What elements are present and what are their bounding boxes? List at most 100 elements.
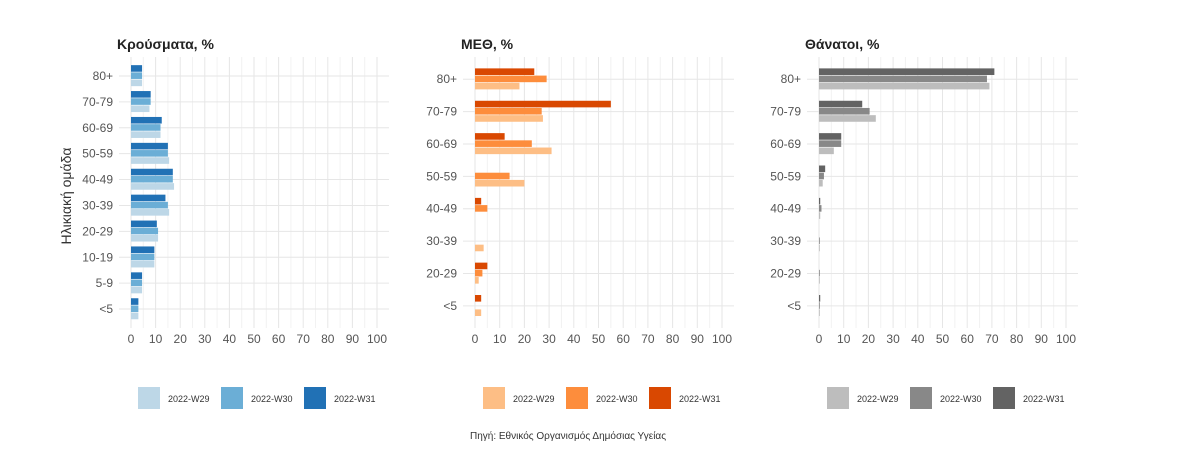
chart-panel-3: Θάνατοι, % 80+ 70-79 60-69 50-59 40-49 30-39 20…: [770, 36, 1078, 409]
chart-panel-2: ΜΕΘ, % 80+ 70-79 60-69 50-59 40-49 30-39 20-29 <…: [426, 36, 734, 409]
x-tick-label: 20: [862, 332, 876, 346]
legend-label: 2022-W31: [679, 394, 721, 404]
legend-swatch: [304, 387, 326, 409]
bar-2022-W30-5-9: [131, 279, 143, 287]
x-tick-label: 20: [518, 332, 532, 346]
bar-2022-W29-<5: [819, 309, 820, 317]
bar-2022-W29-70-79: [475, 115, 543, 122]
bar-2022-W29-80+: [475, 82, 520, 90]
bar-2022-W31-80+: [131, 65, 143, 72]
bar-2022-W29-10-19: [131, 260, 155, 268]
x-tick-label: 80: [666, 332, 680, 346]
bar-2022-W29-60-69: [475, 147, 552, 155]
y-tick-label: 50-59: [770, 169, 801, 183]
legend-swatch: [827, 387, 849, 409]
bar-2022-W31-80+: [475, 68, 535, 75]
bar-2022-W29-50-59: [131, 157, 170, 164]
chart-panel-1: Κρούσματα, % 80+ 70-79 60-69 50-59 40-49 30-39…: [82, 36, 389, 409]
bar-2022-W30-70-79: [131, 98, 151, 105]
legend-swatch: [483, 387, 505, 409]
bar-2022-W30-<5: [131, 305, 139, 313]
x-tick-label: 30: [198, 332, 212, 346]
bar-2022-W31-60-69: [131, 116, 162, 124]
bar-2022-W30-50-59: [475, 172, 510, 180]
bar-2022-W30-20-29: [475, 269, 483, 277]
legend-label: 2022-W31: [334, 394, 376, 404]
y-tick-label: 70-79: [82, 95, 113, 109]
bar-2022-W29-40-49: [819, 212, 821, 219]
x-tick-label: 50: [247, 332, 261, 346]
panel-title: Θάνατοι, %: [805, 36, 880, 52]
y-tick-label: 20-29: [82, 224, 113, 238]
y-tick-label: 20-29: [426, 266, 457, 280]
bar-2022-W29-30-39: [131, 209, 170, 216]
y-tick-label: 30-39: [426, 234, 457, 248]
bar-2022-W30-10-19: [131, 253, 155, 261]
legend-swatch: [138, 387, 160, 409]
legend-swatch: [993, 387, 1015, 409]
y-tick-label: 10-19: [82, 250, 113, 264]
legend-label: 2022-W29: [857, 394, 899, 404]
legend-label: 2022-W29: [168, 394, 210, 404]
bar-2022-W29-50-59: [475, 179, 525, 187]
x-tick-label: 0: [472, 332, 479, 346]
y-tick-label: 40-49: [426, 202, 457, 216]
bar-2022-W30-60-69: [819, 140, 842, 147]
x-tick-label: 30: [886, 332, 900, 346]
y-tick-label: 30-39: [82, 198, 113, 212]
bar-2022-W31-40-49: [819, 197, 821, 205]
bar-2022-W31-20-29: [475, 262, 488, 270]
bar-2022-W29-80+: [131, 79, 143, 87]
x-tick-label: 10: [149, 332, 163, 346]
x-tick-label: 100: [1056, 332, 1076, 346]
bar-2022-W30-50-59: [819, 172, 824, 180]
x-tick-label: 20: [174, 332, 188, 346]
bar-2022-W30-40-49: [131, 175, 173, 183]
y-tick-label: 40-49: [82, 173, 113, 187]
x-tick-label: 10: [493, 332, 507, 346]
legend: 2022-W29 2022-W30 2022-W31: [827, 387, 1065, 409]
bar-2022-W30-40-49: [475, 205, 488, 212]
y-tick-label: 60-69: [82, 121, 113, 135]
legend-swatch: [910, 387, 932, 409]
bar-2022-W31-70-79: [475, 100, 611, 108]
bar-2022-W30-50-59: [131, 150, 168, 157]
bar-2022-W30-60-69: [131, 124, 161, 131]
x-tick-label: 40: [223, 332, 237, 346]
bar-2022-W30-30-39: [819, 237, 820, 245]
bar-2022-W31-50-59: [131, 142, 168, 150]
legend-label: 2022-W30: [596, 394, 638, 404]
legend-label: 2022-W29: [513, 394, 555, 404]
legend: 2022-W29 2022-W30 2022-W31: [138, 387, 376, 409]
bar-2022-W31-70-79: [131, 91, 151, 98]
x-tick-label: 70: [297, 332, 311, 346]
y-tick-label: 30-39: [770, 234, 801, 248]
legend-label: 2022-W30: [940, 394, 982, 404]
bar-2022-W29-70-79: [819, 115, 876, 122]
x-tick-label: 60: [961, 332, 975, 346]
y-tick-label: 5-9: [96, 276, 114, 290]
bar-2022-W31-70-79: [819, 100, 863, 108]
x-tick-label: 70: [641, 332, 655, 346]
bar-2022-W31-80+: [819, 68, 995, 75]
y-tick-label: <5: [443, 299, 457, 313]
x-tick-label: 40: [567, 332, 581, 346]
bar-2022-W29-80+: [819, 82, 990, 90]
bar-2022-W30-80+: [131, 72, 143, 79]
x-tick-label: 100: [712, 332, 732, 346]
x-tick-label: 80: [1010, 332, 1024, 346]
x-tick-label: 90: [1035, 332, 1049, 346]
legend-swatch: [649, 387, 671, 409]
bar-2022-W29-70-79: [131, 105, 150, 113]
y-tick-label: 40-49: [770, 202, 801, 216]
bar-2022-W31-10-19: [131, 246, 155, 254]
bar-2022-W31-40-49: [475, 197, 482, 205]
bar-2022-W30-<5: [819, 302, 820, 309]
bar-2022-W30-20-29: [819, 269, 820, 277]
x-tick-label: 0: [128, 332, 135, 346]
bar-2022-W30-80+: [819, 75, 987, 83]
x-tick-label: 90: [691, 332, 705, 346]
y-tick-label: 50-59: [82, 147, 113, 161]
legend-swatch: [566, 387, 588, 409]
